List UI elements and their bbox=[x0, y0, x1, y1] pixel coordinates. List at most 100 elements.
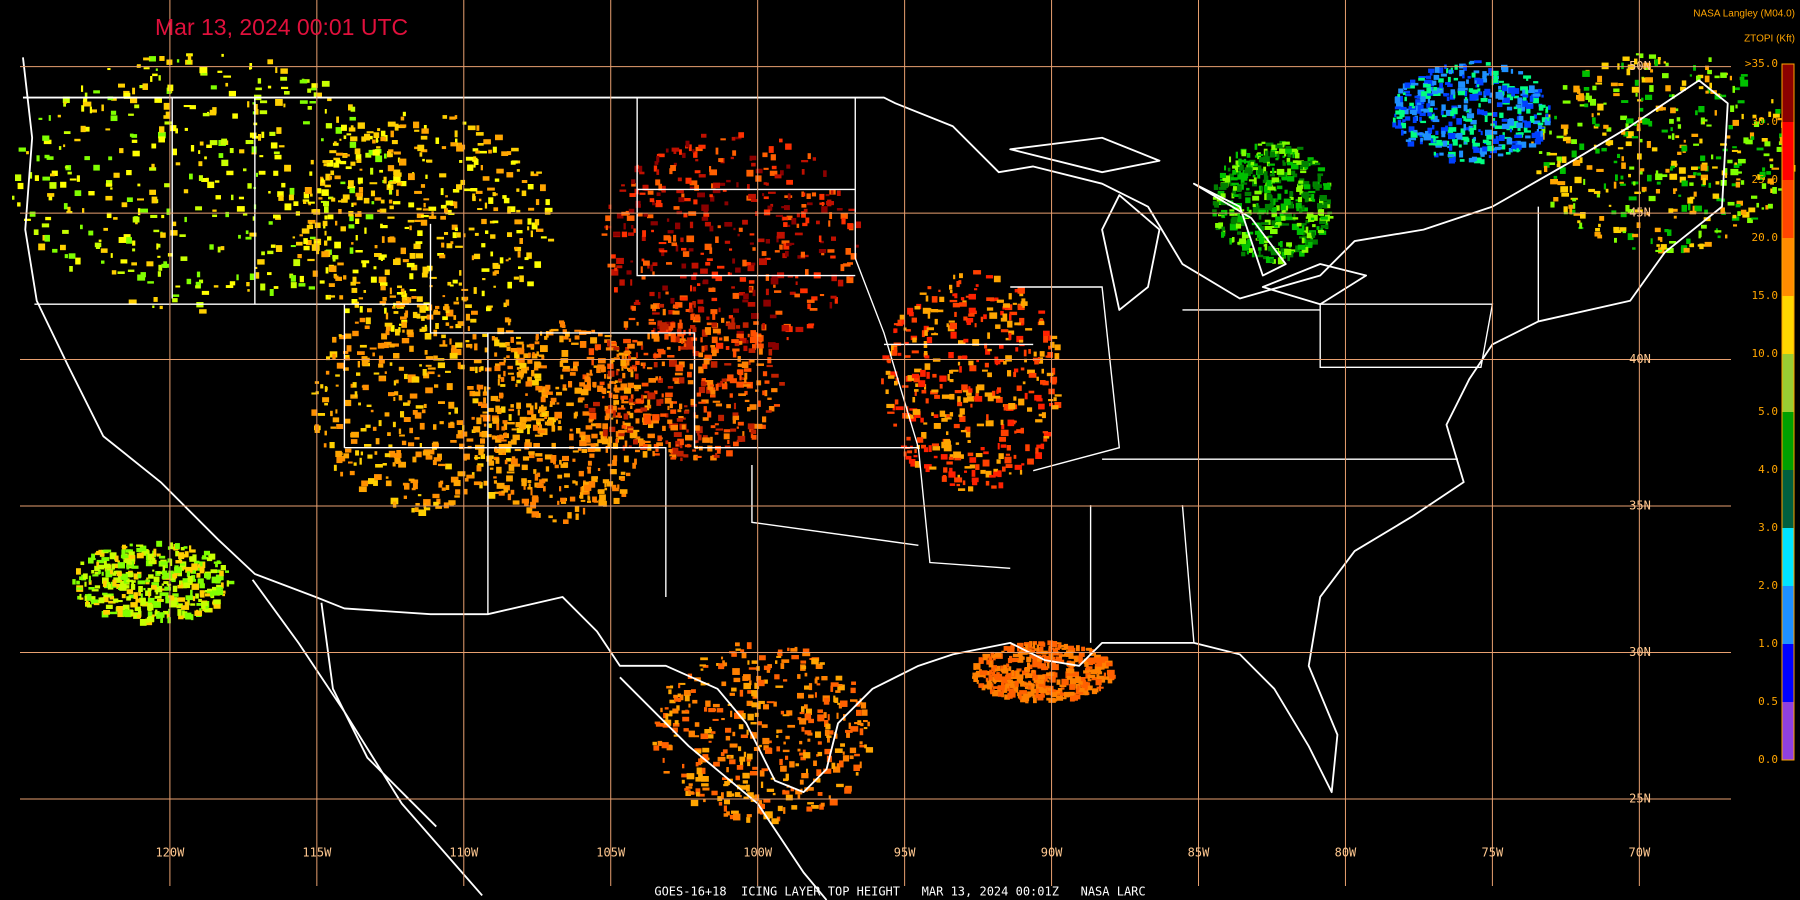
cloud-pixel bbox=[1472, 142, 1480, 147]
cloud-pixel bbox=[1000, 329, 1009, 333]
cloud-pixel bbox=[669, 454, 677, 457]
cloud-pixel bbox=[687, 443, 690, 448]
cloud-pixel bbox=[767, 205, 773, 211]
cloud-pixel bbox=[1497, 153, 1504, 157]
cloud-pixel bbox=[652, 414, 660, 421]
cloud-pixel bbox=[1305, 226, 1309, 234]
cloud-pixel bbox=[521, 367, 528, 374]
cloud-pixel bbox=[26, 151, 29, 155]
cloud-pixel bbox=[974, 396, 983, 402]
cloud-pixel bbox=[137, 274, 146, 281]
cloud-pixel bbox=[414, 437, 420, 440]
cloud-pixel bbox=[512, 500, 520, 505]
cloud-pixel bbox=[1218, 186, 1227, 190]
cloud-pixel bbox=[412, 410, 418, 415]
cloud-pixel bbox=[1613, 88, 1620, 93]
cloud-pixel bbox=[715, 452, 718, 457]
cloud-pixel bbox=[1761, 119, 1766, 124]
cloud-pixel bbox=[642, 363, 646, 369]
cloud-pixel bbox=[76, 175, 80, 182]
cloud-pixel bbox=[1089, 649, 1094, 654]
cloud-pixel bbox=[727, 374, 734, 382]
cloud-pixel bbox=[771, 388, 778, 393]
cloud-pixel bbox=[273, 286, 279, 289]
cloud-pixel bbox=[1317, 167, 1326, 172]
cloud-pixel bbox=[621, 231, 628, 238]
cloud-pixel bbox=[47, 193, 55, 197]
cloud-pixel bbox=[954, 457, 962, 461]
cloud-pixel bbox=[427, 371, 435, 375]
cloud-pixel bbox=[472, 196, 476, 202]
cloud-pixel bbox=[527, 184, 534, 190]
cloud-pixel bbox=[688, 328, 692, 336]
cloud-pixel bbox=[525, 393, 528, 396]
cloud-pixel bbox=[1730, 168, 1739, 176]
cloud-pixel bbox=[456, 184, 463, 190]
cloud-pixel bbox=[456, 434, 464, 439]
cloud-pixel bbox=[450, 440, 457, 443]
cloud-pixel bbox=[1489, 92, 1493, 98]
cloud-pixel bbox=[499, 342, 507, 348]
cloud-pixel bbox=[393, 453, 402, 459]
cloud-pixel bbox=[343, 453, 350, 459]
cloud-pixel bbox=[980, 316, 984, 323]
cloud-pixel bbox=[1570, 209, 1576, 215]
cloud-pixel bbox=[1087, 675, 1090, 682]
cloud-pixel bbox=[830, 255, 836, 259]
cloud-pixel bbox=[975, 464, 980, 470]
cloud-pixel bbox=[423, 125, 427, 130]
cloud-pixel bbox=[562, 388, 568, 391]
cloud-pixel bbox=[655, 721, 661, 725]
cloud-pixel bbox=[780, 765, 787, 772]
cloud-pixel bbox=[675, 302, 683, 308]
cloud-pixel bbox=[1519, 99, 1527, 103]
cloud-pixel bbox=[436, 498, 441, 505]
cloud-pixel bbox=[632, 339, 638, 343]
cloud-pixel bbox=[1557, 159, 1561, 165]
cloud-pixel bbox=[716, 449, 721, 454]
cloud-pixel bbox=[1459, 63, 1466, 69]
cloud-pixel bbox=[588, 481, 596, 488]
cloud-pixel bbox=[370, 190, 376, 197]
cloud-pixel bbox=[1326, 199, 1331, 205]
cloud-pixel bbox=[552, 519, 557, 523]
cloud-pixel bbox=[350, 161, 356, 166]
cloud-pixel bbox=[496, 423, 500, 431]
cloud-pixel bbox=[510, 336, 514, 343]
cloud-pixel bbox=[1523, 126, 1528, 131]
cloud-pixel bbox=[605, 347, 614, 351]
cloud-pixel bbox=[1585, 92, 1590, 98]
cloud-pixel bbox=[1213, 184, 1219, 190]
cloud-pixel bbox=[1511, 92, 1515, 97]
cloud-pixel bbox=[729, 272, 733, 275]
cloud-pixel bbox=[629, 412, 634, 419]
cloud-pixel bbox=[529, 453, 535, 459]
cloud-pixel bbox=[1231, 182, 1239, 186]
cloud-pixel bbox=[605, 215, 611, 222]
cloud-pixel bbox=[1295, 152, 1300, 159]
cloud-pixel bbox=[425, 387, 433, 394]
cloud-pixel bbox=[74, 138, 81, 142]
cloud-pixel bbox=[511, 456, 516, 460]
cloud-pixel bbox=[703, 212, 710, 217]
cloud-pixel bbox=[1299, 165, 1304, 170]
cloud-pixel bbox=[659, 250, 668, 253]
cloud-pixel bbox=[403, 417, 411, 423]
cloud-pixel bbox=[777, 805, 783, 812]
cloud-pixel bbox=[1429, 81, 1435, 87]
cloud-pixel bbox=[1734, 162, 1738, 165]
cloud-pixel bbox=[555, 386, 560, 390]
cloud-pixel bbox=[1508, 87, 1516, 93]
cloud-pixel bbox=[733, 227, 736, 231]
cloud-pixel bbox=[1072, 671, 1080, 677]
cloud-pixel bbox=[375, 438, 380, 445]
cloud-pixel bbox=[1027, 662, 1031, 669]
cloud-pixel bbox=[1292, 173, 1298, 178]
cloud-pixel bbox=[384, 322, 393, 327]
cloud-pixel bbox=[802, 222, 808, 227]
cloud-pixel bbox=[992, 395, 1001, 399]
cloud-pixel bbox=[273, 214, 281, 219]
cloud-pixel bbox=[579, 431, 586, 438]
cloud-pixel bbox=[466, 343, 473, 348]
cloud-pixel bbox=[840, 743, 846, 747]
